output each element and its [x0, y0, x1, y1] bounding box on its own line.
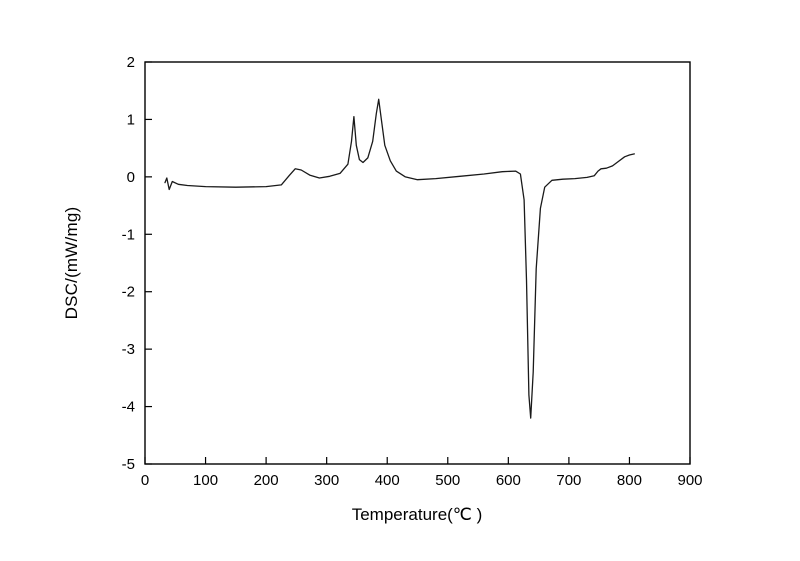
x-tick-label: 0	[141, 472, 149, 489]
x-tick-label: 500	[435, 472, 460, 489]
x-tick-label: 800	[617, 472, 642, 489]
x-tick-label: 600	[496, 472, 521, 489]
y-tick-label: 2	[127, 54, 135, 71]
y-tick-label: -5	[122, 456, 135, 473]
x-tick-label: 200	[254, 472, 279, 489]
y-tick-label: 1	[127, 111, 135, 128]
x-tick-label: 300	[314, 472, 339, 489]
y-axis-label: DSC/(mW/mg)	[62, 206, 81, 320]
x-tick-label: 700	[556, 472, 581, 489]
y-tick-label: -4	[122, 399, 135, 416]
plot-border	[144, 61, 691, 465]
y-tick-label: -2	[122, 284, 135, 301]
x-axis-label: Temperature(℃ )	[351, 505, 483, 524]
y-tick-label: -3	[122, 341, 135, 358]
x-tick-label: 900	[677, 472, 702, 489]
x-tick-label: 100	[193, 472, 218, 489]
x-tick-label: 400	[375, 472, 400, 489]
dsc-curve	[164, 98, 635, 419]
y-tick-label: 0	[127, 169, 135, 186]
y-tick-label: -1	[122, 226, 135, 243]
